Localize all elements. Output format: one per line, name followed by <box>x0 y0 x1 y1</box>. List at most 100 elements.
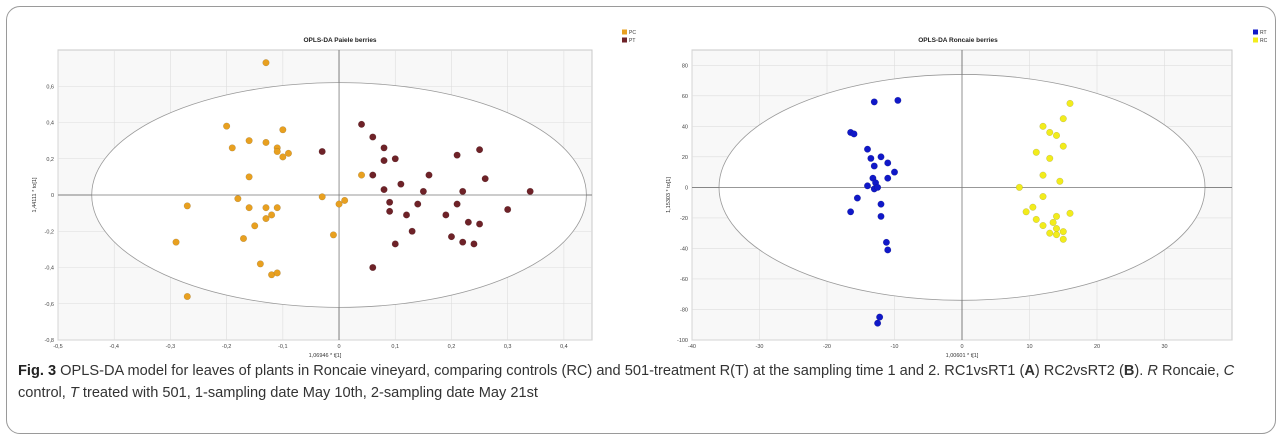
x-tick-label: -0,5 <box>53 344 62 350</box>
legend-label: RT <box>1260 30 1267 36</box>
data-point <box>1022 208 1030 216</box>
data-point <box>876 313 884 321</box>
data-point <box>1052 231 1060 239</box>
data-point <box>459 187 467 195</box>
data-point <box>453 200 461 208</box>
data-point <box>476 146 484 154</box>
data-point <box>453 151 461 159</box>
data-point <box>403 211 411 219</box>
data-point <box>1049 218 1057 226</box>
data-point <box>335 200 343 208</box>
caption-body: OPLS-DA model for leaves of plants in Ro… <box>18 363 1234 401</box>
x-tick-label: 0 <box>338 344 341 350</box>
x-tick-label: 10 <box>1026 344 1032 350</box>
data-point <box>419 187 427 195</box>
x-tick-label: 0 <box>960 344 963 350</box>
data-point <box>369 133 377 141</box>
caption-part-10: treated with 501, 1-sampling date May 10… <box>78 385 538 401</box>
data-point <box>358 120 366 128</box>
x-tick-label: -0,2 <box>222 344 231 350</box>
data-point <box>884 174 892 182</box>
legend-swatch <box>1253 29 1258 35</box>
data-point <box>369 264 377 272</box>
y-tick-label: 20 <box>682 155 688 161</box>
caption-part-7: C <box>1223 363 1235 379</box>
caption-part-4: ). <box>1134 363 1148 379</box>
data-point <box>183 202 191 210</box>
x-tick-label: 0,2 <box>448 344 456 350</box>
caption-part-3: B <box>1123 363 1135 379</box>
data-point <box>853 194 861 202</box>
data-point <box>318 147 326 155</box>
data-point <box>884 246 892 254</box>
data-point <box>1015 183 1023 191</box>
data-point <box>481 175 489 183</box>
y-tick-label: 80 <box>682 63 688 69</box>
y-tick-label: 0,4 <box>46 121 54 127</box>
data-point <box>874 319 882 327</box>
data-point <box>459 238 467 246</box>
x-tick-label: 20 <box>1094 344 1100 350</box>
data-point <box>1059 235 1067 243</box>
y-tick-label: 60 <box>682 94 688 100</box>
data-point <box>284 149 292 157</box>
data-point <box>1032 215 1040 223</box>
y-tick-label: 40 <box>682 124 688 130</box>
data-point <box>1059 228 1067 236</box>
x-axis-label: 1,06946 * t[1] <box>309 353 342 359</box>
data-point <box>864 182 872 190</box>
data-point <box>228 144 236 152</box>
x-axis-label: 1,00601 * t[1] <box>946 353 979 359</box>
data-point <box>273 147 281 155</box>
data-point <box>268 211 276 219</box>
data-point <box>526 187 534 195</box>
y-tick-label: 0 <box>685 185 688 191</box>
y-tick-label: -20 <box>680 216 688 222</box>
chart-title: OPLS-DA Paiele berries <box>303 37 376 44</box>
x-tick-label: -30 <box>756 344 764 350</box>
data-point <box>1039 122 1047 130</box>
x-tick-label: -40 <box>688 344 696 350</box>
data-point <box>1052 212 1060 220</box>
data-point <box>1039 193 1047 201</box>
data-point <box>223 122 231 130</box>
figure-caption: Fig. 3 OPLS-DA model for leaves of plant… <box>18 360 1268 404</box>
y-tick-label: 0 <box>51 193 54 199</box>
data-point <box>894 96 902 104</box>
data-point <box>408 227 416 235</box>
data-point <box>1046 128 1054 136</box>
data-point <box>1032 148 1040 156</box>
data-point <box>391 155 399 163</box>
y-tick-label: 0,2 <box>46 157 54 163</box>
data-point <box>397 180 405 188</box>
data-point <box>1066 99 1074 107</box>
data-point <box>1046 229 1054 237</box>
legend-swatch <box>1253 37 1258 43</box>
y-tick-label: -0,2 <box>45 229 54 235</box>
data-point <box>256 260 264 268</box>
x-tick-label: 30 <box>1161 344 1167 350</box>
y-tick-label: -40 <box>680 246 688 252</box>
data-point <box>1029 203 1037 211</box>
data-point <box>1046 154 1054 162</box>
x-tick-label: -0,4 <box>109 344 118 350</box>
caption-part-6: Roncaie, <box>1157 363 1224 379</box>
caption-part-8: control, <box>18 385 70 401</box>
x-tick-label: -20 <box>823 344 831 350</box>
data-point <box>329 231 337 239</box>
y-tick-label: -100 <box>677 338 688 344</box>
data-point <box>234 195 242 203</box>
data-point <box>470 240 478 248</box>
data-point <box>279 153 287 161</box>
data-point <box>251 222 259 230</box>
y-tick-label: -0,6 <box>45 302 54 308</box>
data-point <box>847 208 855 216</box>
x-tick-label: 0,3 <box>504 344 512 350</box>
x-tick-label: 0,4 <box>560 344 568 350</box>
data-point <box>262 204 270 212</box>
data-point <box>891 168 899 176</box>
data-point <box>476 220 484 228</box>
data-point <box>1052 131 1060 139</box>
data-point <box>239 234 247 242</box>
data-point <box>386 207 394 215</box>
